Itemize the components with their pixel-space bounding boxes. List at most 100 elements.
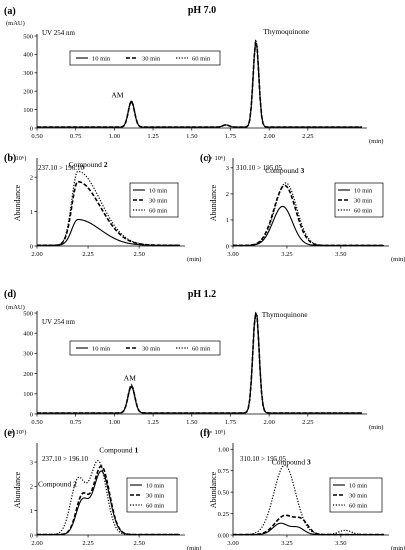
- x-tick-label: 2.25: [82, 540, 93, 547]
- y-tick-label: 300: [23, 70, 33, 77]
- x-tick-label: 3.00: [227, 251, 238, 258]
- x-tick-label: 2.00: [263, 419, 274, 426]
- y-tick-label: 400: [23, 52, 33, 59]
- y-tick-label: 1: [226, 217, 229, 224]
- y-tick-label: 0: [226, 243, 229, 250]
- y-tick-label: 0.50: [218, 489, 229, 496]
- panel-label: (c): [200, 153, 211, 164]
- x-tick-label: 2.00: [31, 251, 42, 258]
- series-line-60-min: [37, 170, 180, 246]
- x-tick-label: 2.25: [302, 419, 313, 426]
- x-tick-label: 2.00: [31, 540, 42, 547]
- y-tick-label: 0.25: [218, 511, 229, 518]
- transition-label: 310.10 > 195.05: [236, 164, 282, 172]
- x-tick-label: 0.50: [31, 419, 42, 426]
- legend-entry: 60 min: [149, 207, 168, 214]
- y-tick-label: 0: [30, 125, 33, 132]
- peak-annotation: Compound 3: [265, 166, 304, 175]
- x-tick-label: 2.50: [133, 251, 144, 258]
- y-unit-label: (mAU): [6, 304, 25, 311]
- y-tick-label: 0: [30, 532, 33, 539]
- x-tick-label: 1.25: [147, 133, 158, 140]
- y-tick-label: 0.00: [218, 532, 229, 539]
- x-tick-label: 2.50: [133, 540, 144, 547]
- legend-box: [334, 182, 384, 218]
- panel-label: (a): [4, 6, 16, 17]
- series-line-30-min: [233, 514, 384, 536]
- legend-entry: 10 min: [149, 187, 168, 194]
- series-line-60-min: [37, 39, 362, 128]
- y-tick-label: 2: [30, 484, 33, 491]
- x-tick-label: 0.75: [70, 419, 81, 426]
- panel-a: (a) 0.50 0.75 1.00 1.25 1.50 1.75 2.00 2.25 0 100 2…: [4, 6, 383, 145]
- x-tick-label: 1.50: [186, 133, 197, 140]
- y-tick-label: 100: [23, 107, 33, 114]
- legend-entry: 30 min: [142, 55, 161, 62]
- peak-annotation: AM: [124, 374, 136, 383]
- x-tick-label: 1.25: [147, 419, 158, 426]
- y-tick-label: 0: [30, 411, 33, 418]
- series-line-30-min: [37, 312, 362, 414]
- legend-entry: 10 min: [349, 482, 368, 489]
- x-tick-label: 1.00: [109, 419, 120, 426]
- y-tick-label: 2: [30, 175, 33, 182]
- y-axis-title: Abundance: [209, 471, 218, 508]
- legend: 10 min 30 min 60 min: [126, 477, 178, 513]
- x-tick-label: 2.00: [263, 133, 274, 140]
- y-tick-label: 300: [23, 351, 33, 358]
- legend: 10 min 30 min 60 min: [69, 340, 221, 356]
- panel-f: (f) 3.00 3.25 3.50 0.00 0.25 0.50 0.75 1.00 (min)…: [200, 428, 405, 550]
- y-tick-label: 2: [226, 191, 229, 198]
- legend-box: [126, 477, 178, 513]
- y-axis-title: Abundance: [209, 184, 218, 221]
- legend-entry: 30 min: [149, 197, 168, 204]
- y-tick-label: 0: [30, 243, 33, 250]
- legend-entry: 60 min: [349, 502, 368, 509]
- y-tick-label: 200: [23, 89, 33, 96]
- series-line-10-min: [37, 312, 362, 414]
- legend-entry: 10 min: [146, 482, 165, 489]
- panel-label: (f): [200, 428, 210, 439]
- legend-box: [69, 340, 221, 356]
- x-tick-label: 1.75: [225, 419, 236, 426]
- legend: 10 min 30 min 60 min: [329, 477, 383, 513]
- peak-annotation: Compound 2: [69, 160, 108, 169]
- x-axis-label: (min): [369, 424, 383, 431]
- panel-b: (b) 2.00 2.25 2.50 0 1 2 (min) (× 10⁶) Abundance 2…: [4, 153, 201, 263]
- peak-annotation: Compound 1: [99, 445, 138, 454]
- legend-entry: 60 min: [354, 207, 373, 214]
- x-tick-label: 3.25: [281, 251, 292, 258]
- series-line-60-min: [233, 464, 384, 536]
- y-unit-label: (× 10⁶): [207, 155, 225, 162]
- y-tick-label: 1.00: [218, 447, 229, 454]
- y-tick-label: 200: [23, 371, 33, 378]
- x-axis-label: (min): [187, 545, 201, 550]
- panel-d: (d) 0.50 0.75 1.00 1.25 1.50 1.75 2.00 2.25 0 100 2…: [4, 289, 383, 431]
- legend-entry: 60 min: [192, 55, 211, 62]
- legend-entry: 10 min: [354, 187, 373, 194]
- panel-label: (e): [4, 428, 15, 439]
- peak-annotation: Compound 3: [272, 458, 311, 467]
- panel-c: (c) 3.00 3.25 3.50 0 1 2 3 (min) (× 10⁶) Abundance…: [200, 153, 405, 263]
- peak-annotation: Compound 2: [38, 479, 77, 488]
- series-line-60-min: [233, 182, 384, 247]
- legend-box: [129, 182, 179, 218]
- series-line-30-min: [37, 180, 180, 247]
- x-tick-label: 3.00: [227, 540, 238, 547]
- y-unit-label: (× 10⁵): [207, 429, 225, 436]
- series-line-60-min: [37, 311, 362, 414]
- panel-label: (b): [4, 153, 16, 164]
- legend-entry: 10 min: [92, 55, 111, 62]
- section-header-ph7: pH 7.0: [188, 5, 216, 16]
- x-tick-label: 0.75: [70, 133, 81, 140]
- legend-entry: 30 min: [146, 492, 165, 499]
- legend-entry: 60 min: [146, 502, 165, 509]
- transition-label: 237.10 > 196.10: [38, 164, 84, 172]
- series-line-30-min: [37, 465, 180, 536]
- x-tick-label: 2.25: [302, 133, 313, 140]
- x-tick-label: 1.75: [225, 133, 236, 140]
- panel-e: (e) 2.00 2.25 2.50 0 1 2 3 (min) (× 10⁵) Abundance…: [4, 428, 201, 550]
- legend: 10 min 30 min 60 min: [129, 182, 179, 218]
- y-axis-title: Abundance: [13, 471, 22, 508]
